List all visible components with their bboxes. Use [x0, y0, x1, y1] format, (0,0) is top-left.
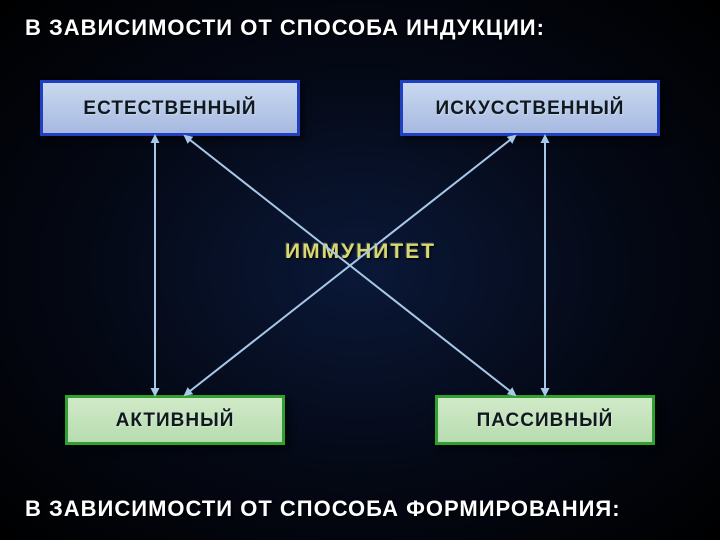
center-label-immunity: ИММУНИТЕТ [285, 240, 436, 264]
node-artificial: ИСКУССТВЕННЫЙ [400, 80, 660, 136]
node-active: АКТИВНЫЙ [65, 395, 285, 445]
node-natural: ЕСТЕСТВЕННЫЙ [40, 80, 300, 136]
title-bottom: В ЗАВИСИМОСТИ ОТ СПОСОБА ФОРМИРОВАНИЯ: [25, 496, 621, 522]
node-passive: ПАССИВНЫЙ [435, 395, 655, 445]
title-top: В ЗАВИСИМОСТИ ОТ СПОСОБА ИНДУКЦИИ: [25, 15, 545, 41]
